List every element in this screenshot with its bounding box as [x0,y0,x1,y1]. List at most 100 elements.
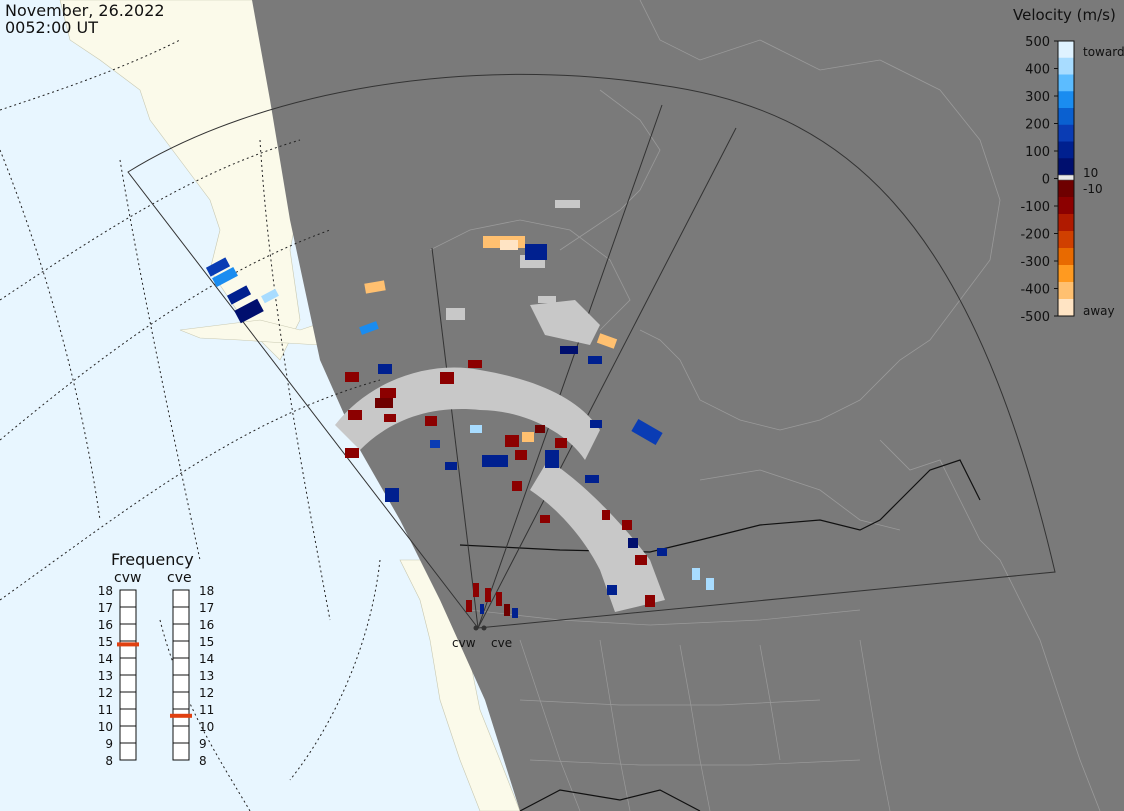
echo-cell [585,475,599,483]
frequency-level-label: 18 [98,584,113,598]
echo-cell [504,604,510,616]
echo-cell [512,481,522,491]
echo-cell [359,321,379,335]
frequency-cell [119,606,137,625]
frequency-cell [119,742,137,761]
echo-cell [706,578,714,590]
frequency-marker-cvw [117,642,139,647]
frequency-level-label: 13 [199,669,214,683]
colorbar-segment [1058,74,1074,92]
frequency-radar-label-cvw: cvw [114,570,141,586]
graticule [0,39,381,811]
frequency-level-label: 14 [98,652,113,666]
frequency-cell [119,657,137,676]
frequency-title: Frequency [111,550,194,569]
echo-cell [535,425,545,433]
echo-cell [345,448,359,458]
radar-sites: cvw cve [452,625,512,650]
colorbar-tick-label: -500 [1020,310,1050,325]
echo-cell [226,285,252,305]
frequency-level-label: 9 [199,737,207,751]
colorbar-toward-segments [1058,41,1074,176]
echo-cell [596,333,618,349]
echo-cell [430,440,440,448]
colorbar-tick-label: 0 [1042,173,1050,188]
echo-cell [470,425,482,433]
frequency-cell [172,589,190,608]
echo-cell [485,588,491,602]
colorbar-tick-label: 100 [1025,145,1050,160]
echo-cell [525,244,547,260]
echo-cell [607,585,617,595]
frequency-level-label: 9 [105,737,113,751]
radar-site-cve [481,625,487,631]
colorbar-segment [1058,282,1074,300]
colorbar-tick-label: 400 [1025,63,1050,78]
echo-cell [500,240,518,250]
echo-cell [540,515,550,523]
colorbar-segment [1058,197,1074,215]
colorbar-segment [1058,180,1074,198]
frequency-level-label: 10 [199,720,214,734]
colorbar-segment [1058,299,1074,317]
echo-cell [505,435,519,447]
echo-cell [555,438,567,448]
negative-threshold-label: -10 [1083,182,1103,196]
frequency-cell [172,674,190,693]
frequency-scale-cvw: 18 17 16 15 14 13 12 11 10 9 8 [98,584,139,768]
colorbar-tick-label: 500 [1025,35,1050,50]
echo-cell [588,356,602,364]
radar-site-label-cve: cve [491,636,512,650]
frequency-panel: Frequency cvw cve 18 17 16 15 14 13 12 11 10 9 8 1… [98,550,215,768]
frequency-level-label: 15 [98,635,113,649]
frequency-cell [119,708,137,727]
frequency-cell [172,623,190,642]
echo-cell [205,257,231,277]
echo-cell [631,418,663,446]
colorbar-segment [1058,41,1074,59]
frequency-radar-label-cve: cve [167,570,192,586]
daylight-land [59,0,521,811]
echo-cell [622,520,632,530]
frequency-cell [172,640,190,659]
frequency-scale-cve: 18 17 16 15 14 13 12 11 10 9 8 [170,584,214,768]
colorbar-segment [1058,57,1074,75]
radar-site-label-cvw: cvw [452,636,476,650]
frequency-marker-cve [170,713,192,718]
field-of-view [127,73,1056,629]
colorbar-zero-band [1057,174,1075,181]
colorbar-segment [1058,91,1074,109]
echo-cell [522,432,534,442]
time-text: 0052:00 UT [5,18,98,37]
echo-cell [345,372,359,382]
colorbar-tick-label: -100 [1020,200,1050,215]
frequency-level-label: 17 [98,601,113,615]
echo-cell [364,280,386,294]
away-label: away [1083,304,1115,318]
colorbar-segment [1058,214,1074,232]
echo-cell [482,455,508,467]
colorbar-segment [1058,231,1074,249]
echo-cell [375,398,393,408]
timestamp: November, 26.2022 0052:00 UT [5,1,165,37]
colorbar-tick-label: -400 [1020,283,1050,298]
echo-cell [234,298,264,324]
toward-label: toward [1083,45,1124,59]
frequency-level-label: 13 [98,669,113,683]
echo-cell [496,592,502,606]
frequency-cell [172,691,190,710]
echo-cell [590,420,602,428]
echo-cell [645,595,655,607]
frequency-level-label: 11 [199,703,214,717]
frequency-cell [119,623,137,642]
echo-cell [515,450,527,460]
frequency-level-label: 11 [98,703,113,717]
frequency-level-label: 8 [105,754,113,768]
frequency-level-label: 15 [199,635,214,649]
echo-cell [512,608,518,618]
frequency-cell [172,742,190,761]
colorbar-segment [1058,124,1074,142]
frequency-cell [172,606,190,625]
velocity-title: Velocity (m/s) [1013,6,1116,24]
colorbar-segment [1058,108,1074,126]
